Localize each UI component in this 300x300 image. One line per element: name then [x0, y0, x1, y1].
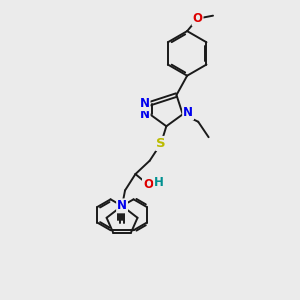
Text: N: N	[183, 106, 193, 119]
Text: N: N	[140, 108, 150, 121]
Text: O: O	[193, 12, 202, 25]
Text: O: O	[143, 178, 153, 191]
Text: N: N	[140, 97, 150, 110]
Text: S: S	[156, 137, 166, 150]
Text: N: N	[117, 200, 127, 212]
Text: H: H	[154, 176, 164, 189]
